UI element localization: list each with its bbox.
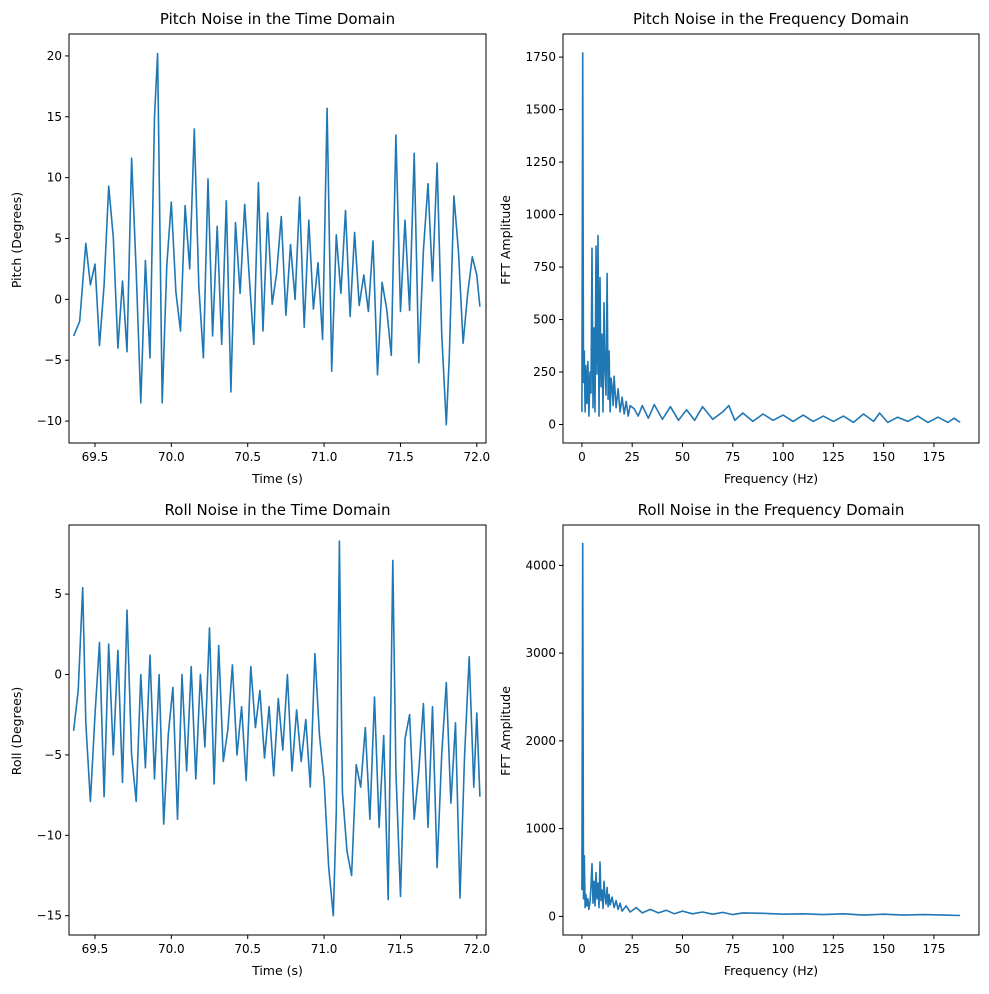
x-tick-label: 71.5 [387, 450, 414, 464]
y-tick-label: 3000 [525, 646, 556, 660]
x-tick-label: 125 [822, 450, 845, 464]
pitch-frequency-panel: Pitch Noise in the Frequency Domain Freq… [498, 10, 980, 486]
x-tick-label: 70.5 [234, 942, 261, 956]
pitch-time-panel: Pitch Noise in the Time Domain Time (s) … [9, 10, 490, 486]
x-tick-label: 70.5 [234, 450, 261, 464]
x-tick-label: 100 [772, 450, 795, 464]
plot-frame [68, 524, 487, 936]
y-tick-label: 0 [54, 668, 62, 682]
chart-title: Roll Noise in the Frequency Domain [638, 501, 905, 519]
chart-title: Roll Noise in the Time Domain [165, 501, 391, 519]
ticks: 69.5 70.0 70.5 71.0 71.5 72.0 −15 −10 −5 0 5 [37, 587, 491, 956]
x-axis-label: Time (s) [251, 963, 303, 978]
y-tick-label: 1000 [525, 208, 556, 222]
y-tick-label: −10 [37, 828, 62, 842]
y-tick-label: 750 [533, 260, 556, 274]
y-tick-label: 1500 [525, 103, 556, 117]
y-tick-label: 10 [47, 171, 62, 185]
y-axis-label: Roll (Degrees) [9, 687, 24, 775]
y-tick-label: 20 [47, 49, 62, 63]
x-tick-label: 75 [725, 942, 740, 956]
x-tick-label: 0 [578, 942, 586, 956]
y-tick-label: −15 [37, 909, 62, 923]
x-tick-label: 175 [922, 942, 945, 956]
x-tick-label: 72.0 [463, 942, 490, 956]
x-tick-label: 50 [675, 450, 690, 464]
series-line [581, 542, 961, 917]
series-line [581, 52, 961, 424]
x-tick-label: 150 [872, 942, 895, 956]
y-tick-label: −5 [44, 748, 62, 762]
y-tick-label: 0 [548, 909, 556, 923]
roll-time-panel: Roll Noise in the Time Domain Time (s) R… [9, 501, 490, 978]
y-tick-label: 0 [548, 418, 556, 432]
x-tick-label: 70.0 [158, 942, 185, 956]
x-axis-label: Time (s) [251, 471, 303, 486]
x-tick-label: 125 [822, 942, 845, 956]
x-axis-label: Frequency (Hz) [724, 963, 818, 978]
y-tick-label: 0 [54, 292, 62, 306]
x-tick-label: 71.0 [311, 942, 338, 956]
y-axis-label: Pitch (Degrees) [9, 192, 24, 288]
x-tick-label: 25 [625, 450, 640, 464]
ticks: 0 25 50 75 100 125 150 175 0 1000 2000 3000 4000 [525, 558, 945, 956]
x-tick-label: 0 [578, 450, 586, 464]
y-tick-label: 5 [54, 587, 62, 601]
y-tick-label: 500 [533, 313, 556, 327]
ticks: 0 25 50 75 100 125 150 175025050075010001250150… [525, 50, 945, 464]
chart-title: Pitch Noise in the Time Domain [160, 10, 395, 28]
x-tick-label: 150 [872, 450, 895, 464]
x-tick-label: 69.5 [82, 942, 109, 956]
y-tick-label: −10 [37, 414, 62, 428]
x-tick-label: 25 [625, 942, 640, 956]
y-axis-label: FFT Amplitude [498, 195, 513, 285]
y-axis-label: FFT Amplitude [498, 686, 513, 776]
series-line [72, 540, 481, 917]
y-tick-label: 2000 [525, 734, 556, 748]
x-tick-label: 69.5 [82, 450, 109, 464]
x-tick-label: 70.0 [158, 450, 185, 464]
y-tick-label: −5 [44, 353, 62, 367]
chart-title: Pitch Noise in the Frequency Domain [633, 10, 909, 28]
x-tick-label: 72.0 [463, 450, 490, 464]
x-tick-label: 50 [675, 942, 690, 956]
x-tick-label: 71.0 [311, 450, 338, 464]
y-tick-label: 1000 [525, 822, 556, 836]
x-tick-label: 71.5 [387, 942, 414, 956]
roll-frequency-panel: Roll Noise in the Frequency Domain Frequ… [498, 501, 980, 978]
x-tick-label: 75 [725, 450, 740, 464]
y-tick-label: 5 [54, 232, 62, 246]
x-tick-label: 175 [922, 450, 945, 464]
ticks: 69.5 70.0 70.5 71.0 71.5 72.0 −10 −5 0 5 10 15 20 [37, 49, 491, 464]
y-tick-label: 250 [533, 365, 556, 379]
y-tick-label: 1250 [525, 155, 556, 169]
y-tick-label: 4000 [525, 558, 556, 572]
x-tick-label: 100 [772, 942, 795, 956]
series-line [72, 52, 481, 426]
plot-frame [562, 33, 980, 444]
x-axis-label: Frequency (Hz) [724, 471, 818, 486]
plot-frame [562, 524, 980, 936]
y-tick-label: 15 [47, 110, 62, 124]
y-tick-label: 1750 [525, 50, 556, 64]
